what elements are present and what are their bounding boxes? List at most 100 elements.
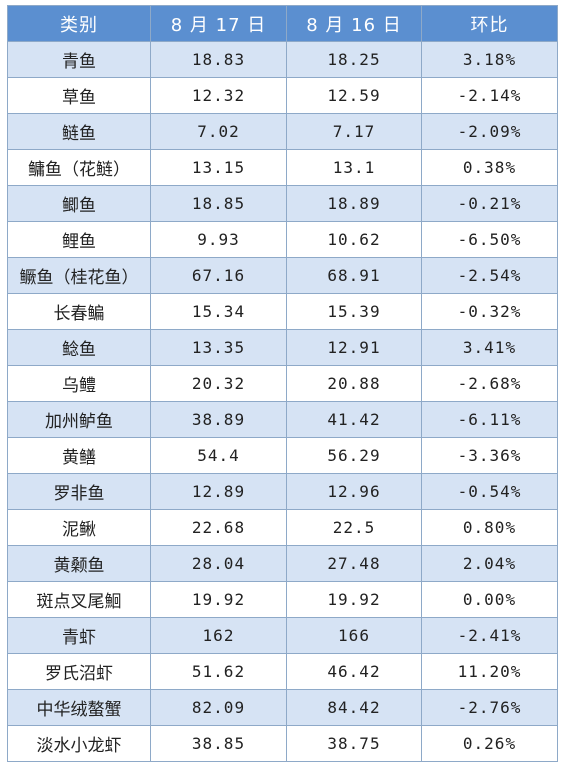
cell-aug17-price: 38.85 [150, 725, 287, 762]
cell-aug16-price: 15.39 [286, 293, 422, 330]
cell-change: -2.54% [421, 257, 558, 294]
header-change: 环比 [421, 5, 558, 42]
cell-category: 黄鳝 [7, 437, 151, 474]
cell-aug17-price: 20.32 [150, 365, 287, 402]
cell-aug17-price: 12.89 [150, 473, 287, 510]
cell-aug17-price: 82.09 [150, 689, 287, 726]
cell-aug16-price: 13.1 [286, 149, 422, 186]
header-category: 类别 [7, 5, 151, 42]
cell-aug17-price: 51.62 [150, 653, 287, 690]
cell-aug17-price: 15.34 [150, 293, 287, 330]
cell-aug16-price: 68.91 [286, 257, 422, 294]
cell-aug17-price: 7.02 [150, 113, 287, 150]
cell-category: 青虾 [7, 617, 151, 654]
table-row: 淡水小龙虾 38.85 38.75 0.26% [7, 725, 558, 762]
cell-aug16-price: 56.29 [286, 437, 422, 474]
cell-change: 3.18% [421, 41, 558, 78]
cell-aug17-price: 13.35 [150, 329, 287, 366]
cell-aug16-price: 18.89 [286, 185, 422, 222]
cell-aug16-price: 10.62 [286, 221, 422, 258]
cell-category: 青鱼 [7, 41, 151, 78]
cell-category: 泥鳅 [7, 509, 151, 546]
cell-category: 鳙鱼（花鲢） [7, 149, 151, 186]
table-row: 加州鲈鱼 38.89 41.42 -6.11% [7, 401, 558, 438]
cell-change: 0.80% [421, 509, 558, 546]
cell-change: -0.54% [421, 473, 558, 510]
table-header-row: 类别 8 月 17 日 8 月 16 日 环比 [7, 5, 558, 42]
cell-change: -2.09% [421, 113, 558, 150]
table-row: 鳜鱼（桂花鱼） 67.16 68.91 -2.54% [7, 257, 558, 294]
cell-change: 2.04% [421, 545, 558, 582]
cell-change: -2.76% [421, 689, 558, 726]
cell-aug16-price: 46.42 [286, 653, 422, 690]
cell-aug16-price: 27.48 [286, 545, 422, 582]
table-row: 长春鳊 15.34 15.39 -0.32% [7, 293, 558, 330]
cell-change: 0.26% [421, 725, 558, 762]
cell-aug16-price: 19.92 [286, 581, 422, 618]
table-row: 罗非鱼 12.89 12.96 -0.54% [7, 473, 558, 510]
cell-category: 罗氏沼虾 [7, 653, 151, 690]
cell-aug16-price: 38.75 [286, 725, 422, 762]
cell-category: 罗非鱼 [7, 473, 151, 510]
cell-category: 鲫鱼 [7, 185, 151, 222]
cell-category: 鳜鱼（桂花鱼） [7, 257, 151, 294]
cell-category: 鲶鱼 [7, 329, 151, 366]
cell-aug16-price: 12.59 [286, 77, 422, 114]
cell-aug16-price: 7.17 [286, 113, 422, 150]
cell-aug17-price: 67.16 [150, 257, 287, 294]
table-row: 乌鳢 20.32 20.88 -2.68% [7, 365, 558, 402]
cell-category: 鲤鱼 [7, 221, 151, 258]
price-table-container: 类别 8 月 17 日 8 月 16 日 环比 青鱼 18.83 18.25 3.18… [7, 5, 558, 762]
fish-price-table: 类别 8 月 17 日 8 月 16 日 环比 青鱼 18.83 18.25 3.18… [7, 5, 558, 762]
cell-change: 0.00% [421, 581, 558, 618]
cell-category: 加州鲈鱼 [7, 401, 151, 438]
table-row: 泥鳅 22.68 22.5 0.80% [7, 509, 558, 546]
cell-aug17-price: 9.93 [150, 221, 287, 258]
table-row: 中华绒螯蟹 82.09 84.42 -2.76% [7, 689, 558, 726]
table-row: 鳙鱼（花鲢） 13.15 13.1 0.38% [7, 149, 558, 186]
cell-aug17-price: 22.68 [150, 509, 287, 546]
cell-change: 0.38% [421, 149, 558, 186]
cell-aug16-price: 12.91 [286, 329, 422, 366]
cell-aug16-price: 22.5 [286, 509, 422, 546]
cell-category: 中华绒螯蟹 [7, 689, 151, 726]
cell-aug16-price: 41.42 [286, 401, 422, 438]
cell-aug17-price: 18.85 [150, 185, 287, 222]
cell-category: 草鱼 [7, 77, 151, 114]
table-row: 斑点叉尾鮰 19.92 19.92 0.00% [7, 581, 558, 618]
table-row: 青鱼 18.83 18.25 3.18% [7, 41, 558, 78]
table-row: 黄鳝 54.4 56.29 -3.36% [7, 437, 558, 474]
table-row: 鲤鱼 9.93 10.62 -6.50% [7, 221, 558, 258]
cell-change: -0.21% [421, 185, 558, 222]
table-row: 黄颡鱼 28.04 27.48 2.04% [7, 545, 558, 582]
cell-change: -2.68% [421, 365, 558, 402]
cell-aug17-price: 19.92 [150, 581, 287, 618]
table-row: 鲫鱼 18.85 18.89 -0.21% [7, 185, 558, 222]
cell-category: 斑点叉尾鮰 [7, 581, 151, 618]
cell-change: -6.50% [421, 221, 558, 258]
cell-aug17-price: 28.04 [150, 545, 287, 582]
cell-aug16-price: 12.96 [286, 473, 422, 510]
cell-change: -3.36% [421, 437, 558, 474]
table-row: 草鱼 12.32 12.59 -2.14% [7, 77, 558, 114]
cell-change: -6.11% [421, 401, 558, 438]
table-row: 罗氏沼虾 51.62 46.42 11.20% [7, 653, 558, 690]
cell-category: 黄颡鱼 [7, 545, 151, 582]
cell-category: 鲢鱼 [7, 113, 151, 150]
cell-category: 淡水小龙虾 [7, 725, 151, 762]
cell-change: -0.32% [421, 293, 558, 330]
cell-change: 11.20% [421, 653, 558, 690]
cell-aug17-price: 38.89 [150, 401, 287, 438]
cell-change: -2.14% [421, 77, 558, 114]
table-row: 鲶鱼 13.35 12.91 3.41% [7, 329, 558, 366]
cell-aug17-price: 13.15 [150, 149, 287, 186]
cell-aug16-price: 20.88 [286, 365, 422, 402]
table-body: 青鱼 18.83 18.25 3.18% 草鱼 12.32 12.59 -2.14% 鲢鱼 7.0… [7, 41, 558, 762]
cell-category: 乌鳢 [7, 365, 151, 402]
cell-aug16-price: 166 [286, 617, 422, 654]
cell-aug16-price: 18.25 [286, 41, 422, 78]
table-row: 青虾 162 166 -2.41% [7, 617, 558, 654]
cell-aug17-price: 54.4 [150, 437, 287, 474]
header-aug17: 8 月 17 日 [150, 5, 287, 42]
cell-category: 长春鳊 [7, 293, 151, 330]
